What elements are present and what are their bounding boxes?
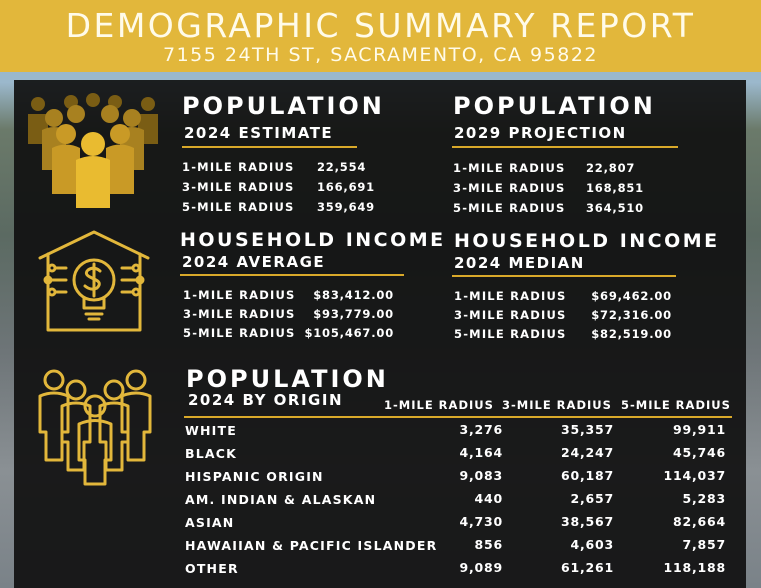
origin-row-6-label: HAWAIIAN & PACIFIC ISLANDER bbox=[185, 538, 438, 553]
crowd-icon bbox=[28, 93, 158, 208]
origin-row-3-label: HISPANIC ORIGIN bbox=[185, 469, 324, 484]
inc-avg-row-1-value: $83,412.00 bbox=[313, 288, 394, 302]
origin-row-1-col-2: 35,357 bbox=[560, 422, 614, 437]
pop24-row-1-value: 22,554 bbox=[317, 160, 367, 174]
origin-col-1-header: 1-MILE RADIUS bbox=[384, 398, 494, 412]
inc-avg-row-2-value: $93,779.00 bbox=[313, 307, 394, 321]
report-header: DEMOGRAPHIC SUMMARY REPORT 7155 24TH ST,… bbox=[0, 0, 761, 72]
origin-row-7-col-1: 9,089 bbox=[459, 560, 503, 575]
origin-row-7-col-3: 118,188 bbox=[663, 560, 726, 575]
origin-row-7-col-2: 61,261 bbox=[560, 560, 614, 575]
group-people-outline-icon bbox=[38, 369, 152, 486]
income-median-rule bbox=[452, 275, 676, 277]
origin-title: POPULATION bbox=[186, 365, 389, 393]
origin-rule bbox=[184, 416, 732, 418]
origin-row-5-col-3: 82,664 bbox=[672, 514, 726, 529]
inc-med-row-1-value: $69,462.00 bbox=[591, 289, 672, 303]
pop24-row-3-label: 5-MILE RADIUS bbox=[182, 200, 295, 214]
origin-row-3-col-1: 9,083 bbox=[459, 468, 503, 483]
pop29-row-3-value: 364,510 bbox=[586, 201, 644, 215]
pop29-row-3-label: 5-MILE RADIUS bbox=[453, 201, 566, 215]
origin-row-5-label: ASIAN bbox=[185, 515, 235, 530]
population-2024-title: POPULATION bbox=[182, 92, 385, 120]
origin-row-7-label: OTHER bbox=[185, 561, 239, 576]
population-2024-rule bbox=[182, 146, 357, 148]
inc-med-row-2-value: $72,316.00 bbox=[591, 308, 672, 322]
inc-avg-row-3-label: 5-MILE RADIUS bbox=[183, 326, 296, 340]
inc-med-row-2-label: 3-MILE RADIUS bbox=[454, 308, 567, 322]
origin-row-3-col-2: 60,187 bbox=[560, 468, 614, 483]
origin-row-4-col-1: 440 bbox=[474, 491, 503, 506]
pop29-row-1-value: 22,807 bbox=[586, 161, 636, 175]
inc-avg-row-1-label: 1-MILE RADIUS bbox=[183, 288, 296, 302]
origin-col-3-header: 5-MILE RADIUS bbox=[621, 398, 731, 412]
origin-row-2-col-2: 24,247 bbox=[560, 445, 614, 460]
origin-row-4-label: AM. INDIAN & ALASKAN bbox=[185, 492, 377, 507]
population-2029-subtitle: 2029 PROJECTION bbox=[454, 124, 627, 142]
inc-med-row-3-label: 5-MILE RADIUS bbox=[454, 327, 567, 341]
origin-row-1-col-3: 99,911 bbox=[672, 422, 726, 437]
income-median-subtitle: 2024 MEDIAN bbox=[454, 254, 585, 272]
property-address: 7155 24TH ST, SACRAMENTO, CA 95822 bbox=[162, 44, 599, 66]
origin-row-2-col-1: 4,164 bbox=[459, 445, 503, 460]
income-average-title: HOUSEHOLD INCOME bbox=[180, 229, 446, 251]
population-2029-title: POPULATION bbox=[453, 92, 656, 120]
origin-row-1-col-1: 3,276 bbox=[459, 422, 503, 437]
pop24-row-1-label: 1-MILE RADIUS bbox=[182, 160, 295, 174]
origin-row-6-col-3: 7,857 bbox=[682, 537, 726, 552]
origin-row-4-col-2: 2,657 bbox=[570, 491, 614, 506]
pop24-row-2-label: 3-MILE RADIUS bbox=[182, 180, 295, 194]
income-median-title: HOUSEHOLD INCOME bbox=[454, 230, 720, 252]
origin-row-1-label: WHITE bbox=[185, 423, 237, 438]
report-title: DEMOGRAPHIC SUMMARY REPORT bbox=[65, 6, 696, 45]
inc-med-row-1-label: 1-MILE RADIUS bbox=[454, 289, 567, 303]
pop24-row-3-value: 359,649 bbox=[317, 200, 375, 214]
population-2029-rule bbox=[452, 146, 678, 148]
income-average-subtitle: 2024 AVERAGE bbox=[182, 253, 326, 271]
inc-med-row-3-value: $82,519.00 bbox=[591, 327, 672, 341]
inc-avg-row-2-label: 3-MILE RADIUS bbox=[183, 307, 296, 321]
house-lightbulb-dollar-icon bbox=[38, 230, 150, 332]
origin-row-6-col-1: 856 bbox=[474, 537, 503, 552]
origin-row-2-col-3: 45,746 bbox=[672, 445, 726, 460]
pop29-row-2-label: 3-MILE RADIUS bbox=[453, 181, 566, 195]
population-2024-subtitle: 2024 ESTIMATE bbox=[184, 124, 334, 142]
origin-row-2-label: BLACK bbox=[185, 446, 238, 461]
origin-col-2-header: 3-MILE RADIUS bbox=[502, 398, 612, 412]
origin-row-5-col-1: 4,730 bbox=[459, 514, 503, 529]
pop24-row-2-value: 166,691 bbox=[317, 180, 375, 194]
origin-row-5-col-2: 38,567 bbox=[560, 514, 614, 529]
origin-row-4-col-3: 5,283 bbox=[682, 491, 726, 506]
pop29-row-1-label: 1-MILE RADIUS bbox=[453, 161, 566, 175]
origin-row-6-col-2: 4,603 bbox=[570, 537, 614, 552]
pop29-row-2-value: 168,851 bbox=[586, 181, 644, 195]
inc-avg-row-3-value: $105,467.00 bbox=[304, 326, 394, 340]
summary-panel: POPULATION 2024 ESTIMATE 1-MILE RADIUS 2… bbox=[14, 80, 746, 588]
origin-subtitle: 2024 BY ORIGIN bbox=[188, 391, 343, 409]
origin-row-3-col-3: 114,037 bbox=[663, 468, 726, 483]
income-average-rule bbox=[180, 274, 404, 276]
